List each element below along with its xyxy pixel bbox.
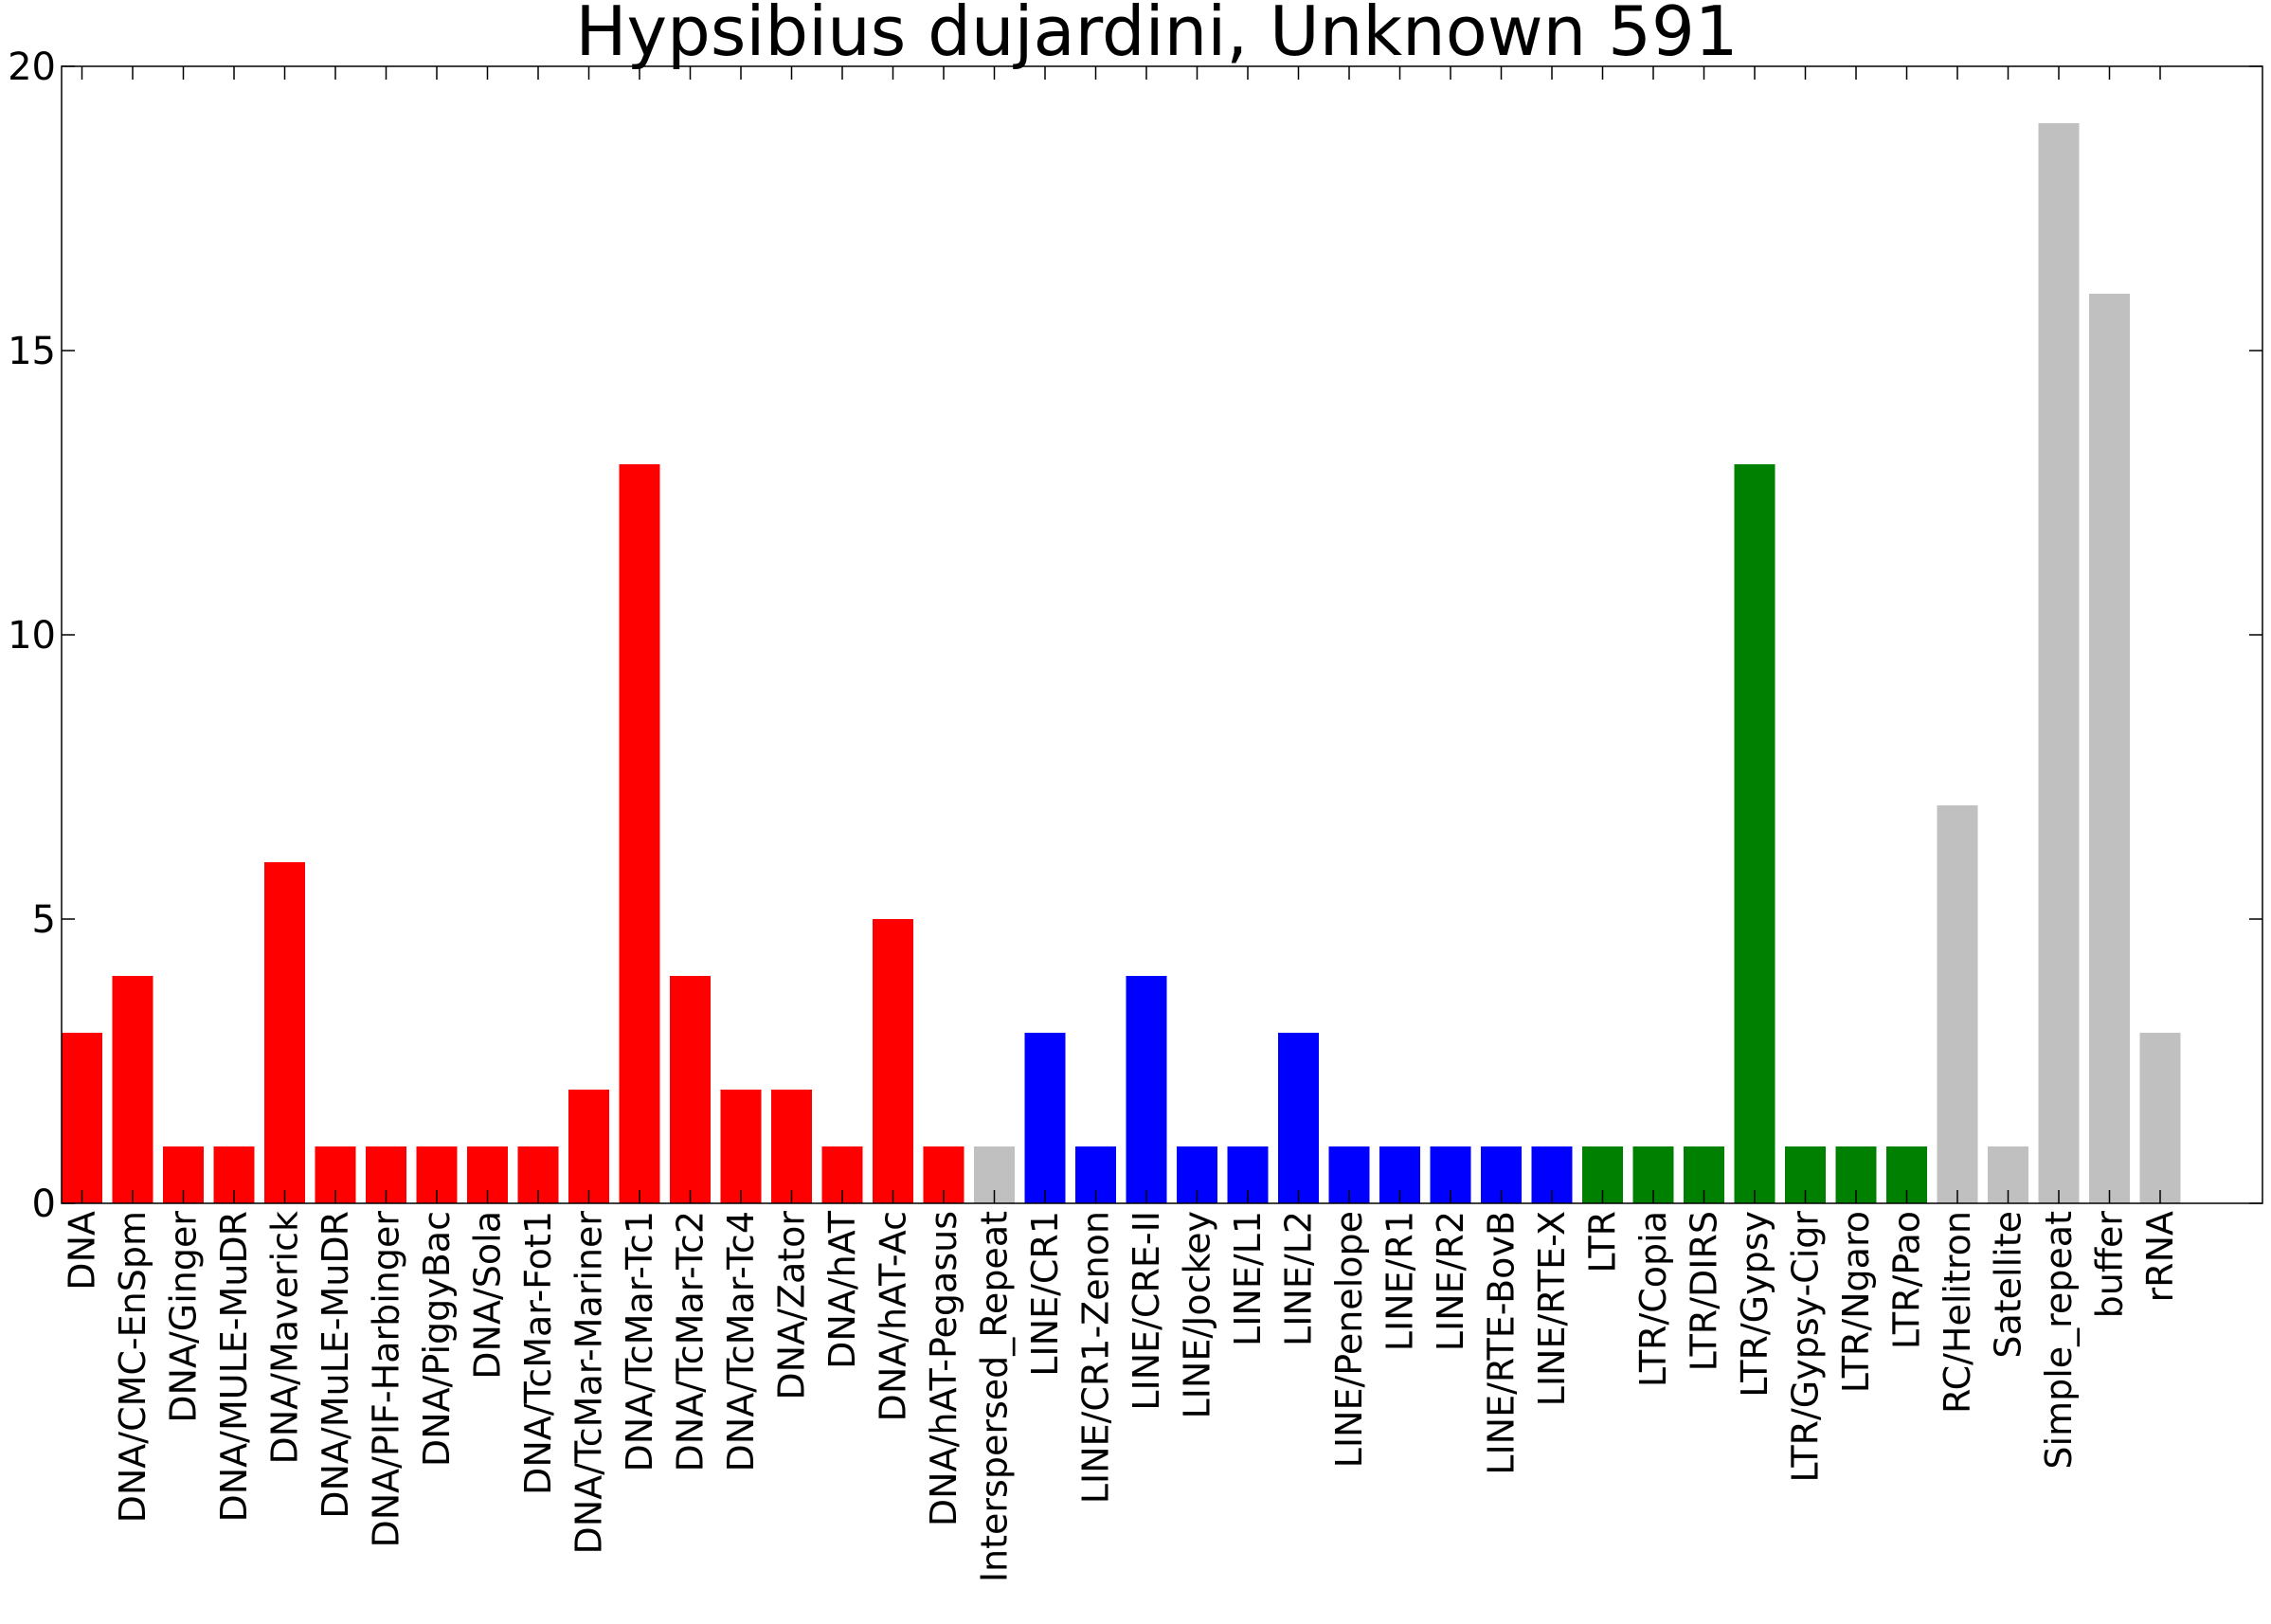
x-tick-label: DNA/PIF-Harbinger (366, 1211, 407, 1548)
x-tick-label: DNA/CMC-EnSpm (112, 1211, 153, 1523)
x-tick-label: LINE/Jockey (1177, 1211, 1218, 1418)
bar (670, 976, 711, 1203)
bar (2089, 294, 2130, 1203)
x-tick-label: LTR/Ngaro (1835, 1211, 1877, 1393)
y-tick-label: 0 (32, 1182, 56, 1226)
x-tick-label: DNA/hAT-Ac (873, 1211, 914, 1421)
x-tick-label: DNA/TcMar-Tc2 (670, 1211, 712, 1471)
x-tick-label: DNA/TcMar-Tc1 (619, 1211, 660, 1471)
bar (62, 1033, 102, 1203)
x-tick-label: LINE/CR1-Zenon (1075, 1211, 1117, 1504)
x-tick-label: Satellite (1988, 1211, 2029, 1359)
x-tick-label: DNA/MuLE-MuDR (315, 1211, 356, 1519)
bar (1278, 1033, 1319, 1203)
x-tick-label: buffer (2089, 1211, 2131, 1319)
x-tick-label: LTR/Pao (1886, 1211, 1928, 1349)
y-tick-label: 20 (8, 45, 56, 89)
x-tick-label: DNA/TcMar-Tc4 (720, 1211, 762, 1471)
x-tick-label: LTR/Gypsy-Cigr (1785, 1211, 1827, 1483)
x-tick-label: LINE/R1 (1379, 1211, 1421, 1351)
x-tick-label: LINE/CR1 (1024, 1211, 1066, 1377)
y-axis-ticks: 0 5 10 15 20 (8, 45, 2262, 1226)
x-tick-label: Interspersed_Repeat (974, 1211, 1016, 1582)
x-tick-label: LINE/CRE-II (1126, 1211, 1167, 1411)
bar (2038, 123, 2080, 1203)
x-tick-label: DNA (62, 1211, 103, 1290)
x-tick-label: DNA/TcMar-Fot1 (517, 1211, 559, 1495)
x-tick-label: LTR/Copia (1632, 1211, 1674, 1387)
y-tick-label: 5 (32, 898, 56, 942)
y-tick-label: 10 (8, 614, 56, 658)
bars-layer (62, 123, 2181, 1203)
x-tick-label: LINE/L2 (1278, 1211, 1320, 1346)
x-tick-label: DNA/TcMar-Mariner (568, 1211, 610, 1555)
x-tick-label: DNA/PiggyBac (416, 1211, 458, 1467)
y-tick-label: 15 (8, 330, 56, 373)
x-tick-label: rRNA (2139, 1211, 2181, 1302)
x-tick-label: DNA/Ginger (163, 1211, 205, 1423)
bar (1024, 1033, 1066, 1203)
x-tick-label: Simple_repeat (2038, 1211, 2080, 1470)
x-tick-label: DNA/MULE-MuDR (213, 1211, 255, 1523)
bar (568, 1090, 609, 1203)
x-tick-label: RC/Helitron (1937, 1211, 1978, 1414)
bar (264, 862, 305, 1203)
x-tick-label: LINE/Penelope (1328, 1211, 1370, 1468)
x-axis-labels: DNA DNA/CMC-EnSpm DNA/Ginger DNA/MULE-MuDR D… (62, 66, 2181, 1582)
x-tick-label: DNA/Zator (771, 1211, 813, 1400)
bar (720, 1090, 762, 1203)
x-tick-label: DNA/Sola (467, 1211, 509, 1380)
x-tick-label: LTR/Gypsy (1734, 1211, 1775, 1398)
bar (1734, 464, 1775, 1203)
bar (873, 919, 913, 1203)
x-tick-label: LINE/R2 (1430, 1211, 1471, 1351)
bar (619, 464, 660, 1203)
x-tick-label: LTR/DIRS (1684, 1211, 1725, 1371)
x-tick-label: DNA/Maverick (264, 1211, 306, 1465)
bar (112, 976, 153, 1203)
bar (1126, 976, 1167, 1203)
x-tick-label: DNA/hAT (821, 1210, 863, 1369)
bar (1937, 805, 1978, 1203)
chart-title: Hypsibius dujardini, Unknown 591 (575, 0, 1738, 71)
x-tick-label: DNA/hAT-Pegasus (923, 1211, 964, 1526)
x-tick-label: LTR (1582, 1211, 1624, 1273)
x-tick-label: LINE/RTE-BovB (1481, 1211, 1523, 1475)
x-tick-label: LINE/L1 (1227, 1211, 1269, 1346)
bar (771, 1090, 812, 1203)
bar (2139, 1033, 2181, 1203)
x-tick-label: LINE/RTE-X (1531, 1211, 1573, 1406)
